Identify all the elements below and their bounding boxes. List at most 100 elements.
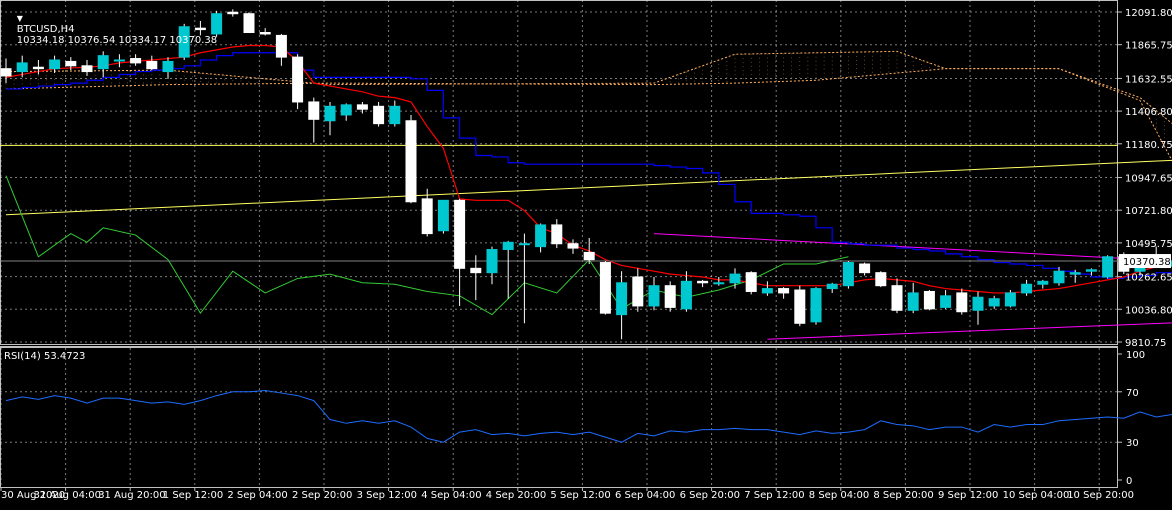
- candle: [502, 240, 514, 299]
- price-tick-label: 9810.75: [1125, 338, 1166, 349]
- time-tick-label: 31 Aug 20:00: [98, 490, 165, 501]
- bull-candle-body: [97, 55, 109, 70]
- time-tick-label: 2 Sep 04:00: [227, 490, 287, 501]
- time-tick-label: 1 Sep 12:00: [163, 490, 223, 501]
- current-price-label: 10370.38: [1123, 257, 1171, 268]
- candle: [632, 268, 644, 312]
- price-tick-label: 11406.80: [1125, 107, 1172, 118]
- magenta-upper-trendline: [653, 233, 1172, 262]
- bull-candle-body: [389, 105, 401, 125]
- candle: [243, 12, 255, 34]
- bull-candle-body: [680, 280, 692, 310]
- candle: [810, 287, 822, 325]
- price-tick-label: 11632.55: [1125, 74, 1172, 85]
- bull-candle-body: [648, 285, 660, 307]
- candle: [194, 20, 206, 36]
- candle: [437, 199, 449, 234]
- candle: [745, 271, 757, 295]
- price-tick-label: 10721.80: [1125, 206, 1172, 217]
- bear-candle-body: [65, 60, 77, 67]
- bear-candle-body: [454, 199, 466, 269]
- candle: [1004, 290, 1016, 308]
- candle: [842, 261, 854, 289]
- bull-candle-body: [810, 288, 822, 323]
- candle: [486, 246, 498, 285]
- bull-candle-body: [1102, 256, 1114, 278]
- rsi-label: RSI(14) 53.4723: [4, 351, 86, 362]
- bull-candle-body: [842, 262, 854, 287]
- candle: [49, 55, 61, 74]
- time-tick-label: 5 Sep 12:00: [550, 490, 610, 501]
- candle: [972, 291, 984, 325]
- bear-candle-body: [227, 11, 239, 15]
- bull-candle-body: [178, 26, 190, 58]
- chikou-span: [5, 175, 849, 316]
- candle: [664, 281, 676, 312]
- candle: [113, 54, 125, 68]
- bear-candle-body: [243, 13, 255, 34]
- bull-candle-body: [324, 105, 336, 122]
- bear-candle-body: [292, 56, 304, 103]
- candle: [923, 290, 935, 311]
- rsi-tick-label: 70: [1126, 388, 1139, 399]
- candle: [875, 271, 887, 288]
- bull-candle-body: [1053, 270, 1065, 284]
- candle: [292, 54, 304, 110]
- main-panel-frame: [0, 0, 1118, 345]
- rsi-panel: [0, 390, 1172, 443]
- candle: [32, 60, 44, 75]
- bear-candle-body: [664, 285, 676, 308]
- candle: [324, 101, 336, 136]
- bear-candle-body: [567, 243, 579, 249]
- bull-candle-body: [162, 60, 174, 73]
- candle: [778, 287, 790, 299]
- yellow-trendline: [5, 159, 1172, 216]
- time-tick-label: 6 Sep 20:00: [680, 490, 740, 501]
- bear-candle-body: [599, 262, 611, 314]
- candle: [130, 54, 142, 66]
- time-tick-label: 4 Sep 04:00: [421, 490, 481, 501]
- candle: [0, 58, 12, 84]
- candle: [81, 60, 93, 76]
- bull-candle-body: [1085, 269, 1097, 272]
- bull-candle-body: [713, 282, 725, 285]
- bear-candle-body: [583, 251, 595, 261]
- candle: [97, 51, 109, 78]
- candle: [518, 233, 530, 324]
- time-tick-label: 7 Sep 12:00: [744, 490, 804, 501]
- candle: [794, 285, 806, 327]
- time-tick-label: 8 Sep 20:00: [873, 490, 933, 501]
- candle: [211, 10, 223, 37]
- candle: [940, 290, 952, 309]
- bear-candle-body: [745, 272, 757, 292]
- rsi-tick-label: 0: [1126, 476, 1132, 487]
- bull-candle-body: [616, 282, 628, 316]
- candle: [761, 281, 773, 296]
- candle: [1102, 255, 1114, 279]
- bull-candle-body: [1069, 272, 1081, 275]
- candle: [1085, 268, 1097, 276]
- candle: [162, 57, 174, 79]
- bear-candle-body: [373, 105, 385, 125]
- bull-candle-body: [940, 295, 952, 308]
- rsi-tick-label: 100: [1126, 350, 1145, 361]
- candle: [470, 255, 482, 301]
- bear-candle-body: [0, 68, 12, 77]
- bear-candle-body: [421, 198, 433, 235]
- symbol-label: BTCUSD,H4: [16, 24, 75, 35]
- candle: [988, 295, 1000, 309]
- kijun-sen: [6, 52, 1172, 280]
- collapse-triangle-icon[interactable]: ▼: [16, 14, 23, 23]
- bear-candle-body: [778, 288, 790, 294]
- price-tick-label: 11865.75: [1125, 41, 1172, 52]
- bull-candle-body: [1021, 283, 1033, 294]
- time-tick-label: 2 Sep 20:00: [292, 490, 352, 501]
- candle: [340, 103, 352, 121]
- candle: [535, 223, 547, 253]
- candle: [146, 55, 158, 71]
- price-tick-label: 11180.75: [1125, 140, 1172, 151]
- current-price-badge: [1119, 254, 1171, 269]
- price-tick-label: 10947.65: [1125, 174, 1172, 185]
